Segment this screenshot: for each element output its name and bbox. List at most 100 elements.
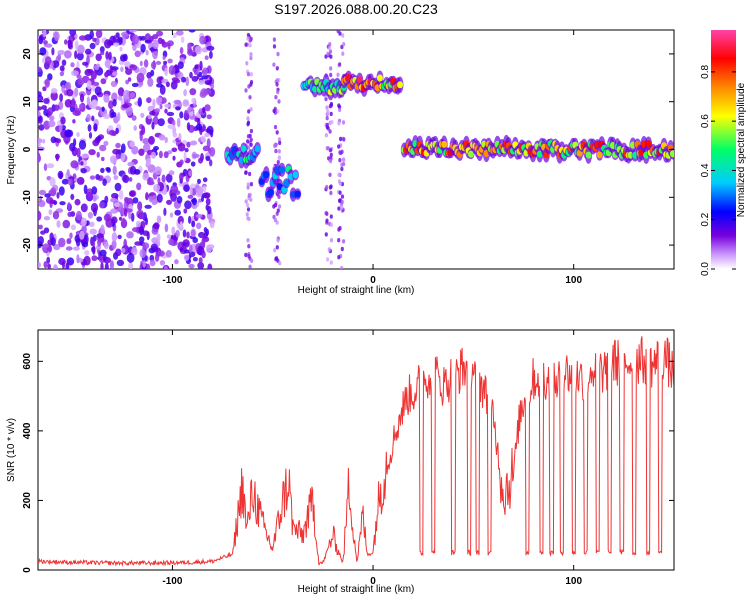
noise-blob <box>136 182 142 191</box>
noise-blob <box>108 100 114 110</box>
noise-blob <box>67 202 71 210</box>
noise-blob <box>139 212 145 220</box>
noise-blob <box>66 238 72 245</box>
streak-blob <box>338 150 342 155</box>
snr-line <box>38 336 674 567</box>
noise-blob <box>92 37 97 42</box>
noise-blob <box>137 97 142 107</box>
noise-blob <box>142 242 150 250</box>
noise-blob <box>195 123 203 131</box>
noise-blob <box>99 46 105 53</box>
streak-blob <box>329 66 333 71</box>
streak-blob <box>246 185 250 190</box>
streak-blob <box>340 265 344 269</box>
streak-blob <box>277 137 281 142</box>
noise-blob <box>121 217 126 225</box>
streak-blob <box>246 139 250 144</box>
noise-blob <box>70 193 75 200</box>
streak-blob <box>248 264 252 269</box>
noise-blob <box>161 41 168 48</box>
noise-blob <box>38 115 43 124</box>
noise-blob <box>189 71 193 79</box>
noise-blob <box>206 45 215 51</box>
colorbar: 0.0 0.2 0.4 0.6 0.8 Normalized spectral ampl… <box>700 30 747 276</box>
noise-blob <box>50 91 58 101</box>
streak-blob <box>249 72 253 77</box>
noise-blob <box>92 234 97 242</box>
signal-blob <box>596 151 603 159</box>
streak-blob <box>277 99 281 104</box>
noise-blob <box>116 259 125 267</box>
noise-blob <box>166 199 172 205</box>
snr-series <box>38 336 674 567</box>
noise-blob <box>111 66 119 71</box>
streak-blob <box>277 194 281 199</box>
noise-blob <box>145 192 149 201</box>
streak-blob <box>275 245 279 250</box>
streak-blob <box>338 158 342 163</box>
noise-blob <box>58 257 66 266</box>
noise-blob <box>47 263 51 269</box>
streak-blob <box>276 208 280 213</box>
noise-blob <box>155 60 162 65</box>
snr-y-axis-label: SNR (10 * v/v) <box>6 418 17 482</box>
colorbar-tick-label: 0.6 <box>700 114 711 128</box>
noise-blob <box>168 170 175 176</box>
noise-blob <box>103 213 111 222</box>
noise-blob <box>170 184 179 194</box>
noise-blob <box>183 151 187 162</box>
noise-blob <box>38 94 44 102</box>
noise-blob <box>111 232 118 242</box>
noise-blob <box>176 117 181 128</box>
noise-blob <box>159 84 166 95</box>
noise-blob <box>111 216 118 224</box>
noise-blob <box>210 84 215 89</box>
noise-blob <box>111 92 118 102</box>
streak-blob <box>274 142 278 147</box>
noise-blob <box>92 245 96 255</box>
noise-blob <box>84 250 90 256</box>
noise-blob <box>60 116 66 125</box>
streak-blob <box>341 51 345 56</box>
noise-blob <box>146 263 151 269</box>
noise-blob <box>120 143 126 154</box>
signal-blob <box>267 188 274 196</box>
noise-blob <box>103 256 111 264</box>
noise-blob <box>179 47 184 55</box>
streak-blob <box>338 181 342 186</box>
noise-blob <box>179 159 184 165</box>
signal-blob <box>441 140 448 148</box>
noise-blob <box>199 35 207 45</box>
noise-blob <box>51 47 55 56</box>
noise-blob <box>99 201 105 209</box>
noise-blob <box>51 60 60 68</box>
streak-blob <box>246 32 250 38</box>
noise-blob <box>53 264 58 269</box>
noise-blob <box>43 98 50 104</box>
noise-blob <box>184 109 189 119</box>
noise-blob <box>91 186 98 195</box>
streak-blob <box>325 116 329 121</box>
noise-blob <box>154 166 162 176</box>
streak-blob <box>340 194 345 199</box>
streak-blob <box>337 198 342 203</box>
noise-blob <box>87 211 93 219</box>
noise-blob <box>83 184 88 195</box>
noise-blob <box>183 89 187 97</box>
noise-blob <box>112 99 117 107</box>
noise-blob <box>95 30 103 39</box>
noise-blob <box>117 112 121 122</box>
signal-blob <box>397 81 403 89</box>
noise-blob <box>99 144 107 152</box>
noise-blob <box>42 86 47 92</box>
noise-blob <box>77 77 85 86</box>
streak-blob <box>249 137 253 142</box>
noise-blob <box>71 98 76 108</box>
noise-blob <box>132 197 139 204</box>
noise-blob <box>64 39 68 45</box>
y-tick-label: 0 <box>22 567 33 573</box>
signal-blob <box>376 74 383 82</box>
noise-blob <box>91 115 95 122</box>
noise-blob <box>154 108 161 113</box>
noise-blob <box>140 35 146 41</box>
